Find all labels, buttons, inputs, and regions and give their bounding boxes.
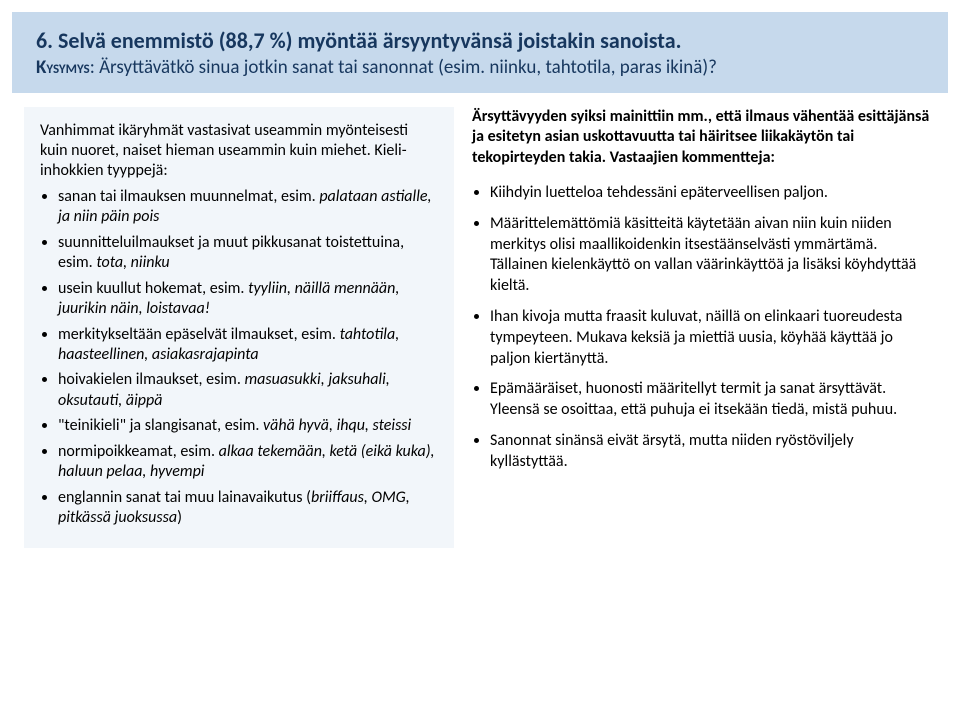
list-item: merkitykseltään epäselvät ilmaukset, esi… (58, 325, 438, 366)
list-item: suunnitteluilmaukset ja muut pikkusanat … (58, 233, 438, 274)
left-list: sanan tai ilmauksen muunnelmat, esim. pa… (40, 187, 438, 529)
kysymys-label: Kysymys (36, 56, 90, 79)
list-item: usein kuullut hokemat, esim. tyyliin, nä… (58, 279, 438, 320)
left-column: Vanhimmat ikäryhmät vastasivat useammin … (24, 107, 454, 548)
list-item: englannin sanat tai muu lainavaikutus (b… (58, 488, 438, 529)
item-example: vähä hyvä, ihqu, steissi (263, 416, 411, 435)
item-text: merkitykseltään epäselvät ilmaukset, esi… (58, 325, 340, 344)
comment-item: Määrittelemättömiä käsitteitä käytetään … (490, 214, 932, 297)
content-columns: Vanhimmat ikäryhmät vastasivat useammin … (0, 93, 960, 548)
right-column: Ärsyttävyyden syiksi mainittiin mm., ett… (472, 107, 936, 548)
item-text: hoivakielen ilmaukset, esim. (58, 370, 244, 389)
list-item: sanan tai ilmauksen muunnelmat, esim. pa… (58, 187, 438, 228)
item-text: usein kuullut hokemat, esim. (58, 279, 248, 298)
slide-header: 6. Selvä enemmistö (88,7 %) myöntää ärsy… (12, 12, 948, 93)
slide-subtitle: Kysymys: Ärsyttävätkö sinua jotkin sanat… (36, 56, 924, 79)
item-example: tota, niinku (96, 253, 169, 272)
list-item: normipoikkeamat, esim. alkaa tekemään, k… (58, 442, 438, 483)
left-intro: Vanhimmat ikäryhmät vastasivat useammin … (40, 121, 438, 181)
item-text: "teinikieli" ja slangisanat, esim. (58, 416, 263, 435)
comment-item: Epämääräiset, huonosti määritellyt termi… (490, 379, 932, 421)
right-intro: Ärsyttävyyden syiksi mainittiin mm., ett… (472, 107, 932, 169)
item-text: englannin sanat tai muu lainavaikutus ( (58, 488, 311, 507)
list-item: hoivakielen ilmaukset, esim. masuasukki,… (58, 370, 438, 411)
comment-item: Sanonnat sinänsä eivät ärsytä, mutta nii… (490, 431, 932, 473)
right-list: Kiihdyin luetteloa tehdessäni epäterveel… (472, 183, 932, 473)
subtitle-text: : Ärsyttävätkö sinua jotkin sanat tai sa… (90, 56, 717, 79)
item-text: normipoikkeamat, esim. (58, 442, 219, 461)
item-tail: ) (177, 508, 182, 527)
item-text: sanan tai ilmauksen muunnelmat, esim. (58, 187, 319, 206)
list-item: "teinikieli" ja slangisanat, esim. vähä … (58, 416, 438, 436)
comment-item: Ihan kivoja mutta fraasit kuluvat, näill… (490, 307, 932, 369)
comment-item: Kiihdyin luetteloa tehdessäni epäterveel… (490, 183, 932, 204)
slide-title: 6. Selvä enemmistö (88,7 %) myöntää ärsy… (36, 26, 924, 56)
